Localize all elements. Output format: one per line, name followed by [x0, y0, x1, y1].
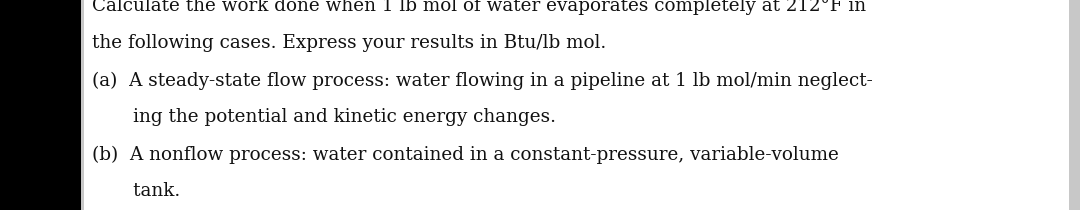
Text: the following cases. Express your results in Btu/lb mol.: the following cases. Express your result… — [92, 34, 606, 52]
Text: (a)  A steady-state flow process: water flowing in a pipeline at 1 lb mol/min ne: (a) A steady-state flow process: water f… — [92, 72, 873, 90]
Bar — [0, 0, 81, 210]
Text: ing the potential and kinetic energy changes.: ing the potential and kinetic energy cha… — [92, 108, 556, 126]
Text: (b)  A nonflow process: water contained in a constant-pressure, variable-volume: (b) A nonflow process: water contained i… — [92, 146, 839, 164]
Text: Calculate the work done when 1 lb mol of water evaporates completely at 212°F in: Calculate the work done when 1 lb mol of… — [92, 0, 866, 15]
Text: tank.: tank. — [92, 181, 180, 200]
